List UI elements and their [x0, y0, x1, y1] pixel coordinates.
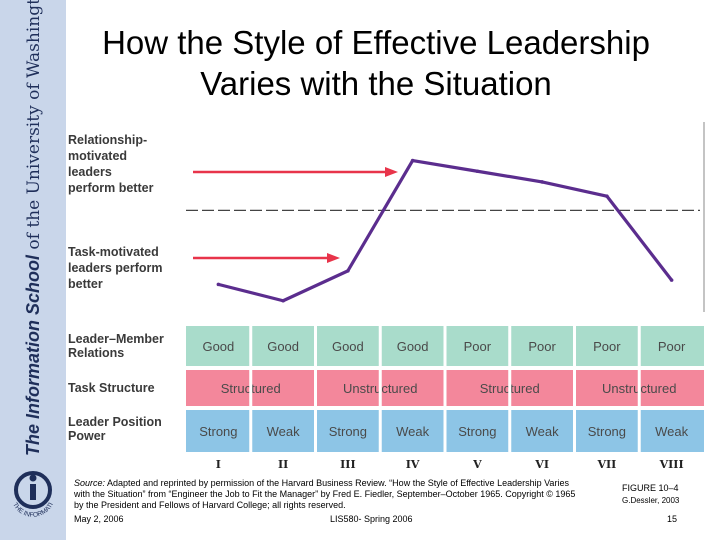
row-label-line: Leader Position [68, 415, 162, 429]
data-point [475, 169, 480, 174]
table-cell: Poor [593, 339, 621, 354]
sidebar-band: The Information School of the University… [0, 0, 66, 540]
row-label-line: Leader–Member [68, 332, 164, 346]
table-cell: Weak [267, 424, 300, 439]
row-label-line: Task Structure [68, 381, 155, 395]
table-cell: Weak [655, 424, 688, 439]
table-cell: Poor [528, 339, 556, 354]
data-point [216, 282, 221, 287]
slide-date: May 2, 2006 [74, 514, 124, 524]
y-annotation-line: leaders [68, 165, 112, 179]
table-cell: Good [332, 339, 364, 354]
page-number: 15 [667, 514, 678, 524]
source-line-3: by the President and Fellows of Harvard … [74, 500, 346, 510]
data-point [281, 298, 285, 303]
table-cell: Good [397, 339, 429, 354]
data-point [605, 194, 609, 198]
y-annotation-line: Relationship- [68, 133, 147, 147]
category-label: VI [534, 458, 549, 471]
table-cell: Weak [396, 424, 429, 439]
y-annotation-line: motivated [68, 149, 127, 163]
category-label: VIII [659, 458, 684, 471]
y-annotation-line: leaders perform [68, 261, 162, 275]
course-name: LIS580- Spring 2006 [330, 514, 413, 524]
ischool-logo: THE INFORMATION SCHOOL [4, 466, 55, 519]
source-line-1: Adapted and reprinted by permission of t… [105, 478, 569, 488]
row-label-line: Power [68, 429, 106, 443]
y-annotation-line: perform better [68, 181, 154, 195]
figure-credit: G.Dessler, 2003 [622, 496, 680, 505]
table-cell: Strong [588, 424, 626, 439]
category-label: III [340, 458, 355, 471]
category-label: VII [596, 458, 616, 471]
table-cell: Poor [464, 339, 492, 354]
annotation-arrow-head [385, 167, 398, 177]
source-note: Source: Adapted and reprinted by permiss… [74, 478, 594, 511]
data-point [669, 278, 674, 282]
title-line-2: Varies with the Situation [200, 65, 552, 102]
series-line [217, 158, 673, 303]
category-label: V [472, 458, 482, 471]
y-annotation-line: Task-motivated [68, 245, 159, 259]
table-cell: Weak [526, 424, 559, 439]
source-line-2: with the Situation” from “Engineer the J… [74, 489, 576, 499]
annotation-arrow-head [327, 253, 340, 263]
category-label: IV [406, 458, 420, 471]
data-point [540, 180, 544, 184]
table-cell: Poor [658, 339, 686, 354]
row-label-line: Relations [68, 346, 124, 360]
table-cell: Good [267, 339, 299, 354]
title-line-1: How the Style of Effective Leadership [102, 24, 650, 61]
category-label: I [216, 458, 221, 471]
table-cell: Strong [458, 424, 496, 439]
figure-label: FIGURE 10–4 [622, 483, 679, 493]
table-cell: Good [202, 339, 234, 354]
table-cell: Strong [199, 424, 237, 439]
data-point [410, 158, 415, 163]
slide-title: How the Style of Effective Leadership Va… [66, 22, 686, 104]
y-annotation-line: better [68, 277, 103, 291]
table-cell: Strong [329, 424, 367, 439]
source-label: Source: [74, 478, 106, 488]
data-point [346, 269, 350, 273]
category-label: II [278, 458, 288, 471]
